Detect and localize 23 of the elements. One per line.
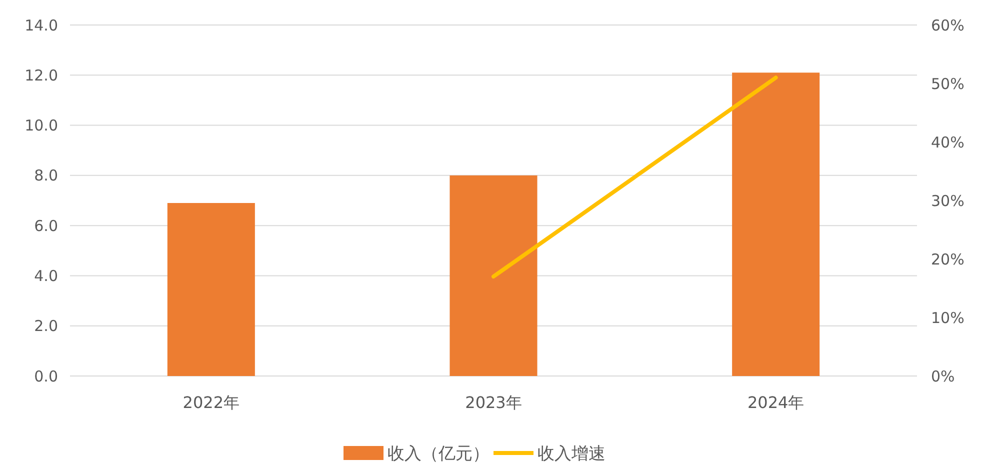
y2-tick-label: 0% xyxy=(931,367,955,386)
x-tick-label: 2024年 xyxy=(747,393,804,412)
y-tick-label: 2.0 xyxy=(34,317,58,336)
y2-tick-label: 50% xyxy=(931,74,964,93)
bar xyxy=(450,175,538,376)
y2-tick-label: 40% xyxy=(931,133,964,152)
y2-tick-label: 10% xyxy=(931,308,964,327)
bar xyxy=(732,72,820,376)
y2-tick-label: 60% xyxy=(931,16,964,34)
y-tick-label: 6.0 xyxy=(34,216,58,235)
legend-label: 收入增速 xyxy=(538,444,606,464)
x-tick-label: 2023年 xyxy=(465,393,522,412)
y2-tick-label: 20% xyxy=(931,250,964,268)
bar xyxy=(167,203,255,376)
y-tick-label: 12.0 xyxy=(24,66,58,84)
y-tick-label: 0.0 xyxy=(34,367,58,386)
y-tick-label: 8.0 xyxy=(34,166,58,185)
legend-label: 收入（亿元） xyxy=(388,444,490,464)
y-tick-label: 14.0 xyxy=(24,16,58,34)
y-tick-label: 10.0 xyxy=(24,116,58,135)
x-tick-label: 2022年 xyxy=(182,393,240,412)
y2-tick-label: 30% xyxy=(931,192,964,210)
y-tick-label: 4.0 xyxy=(34,266,58,285)
